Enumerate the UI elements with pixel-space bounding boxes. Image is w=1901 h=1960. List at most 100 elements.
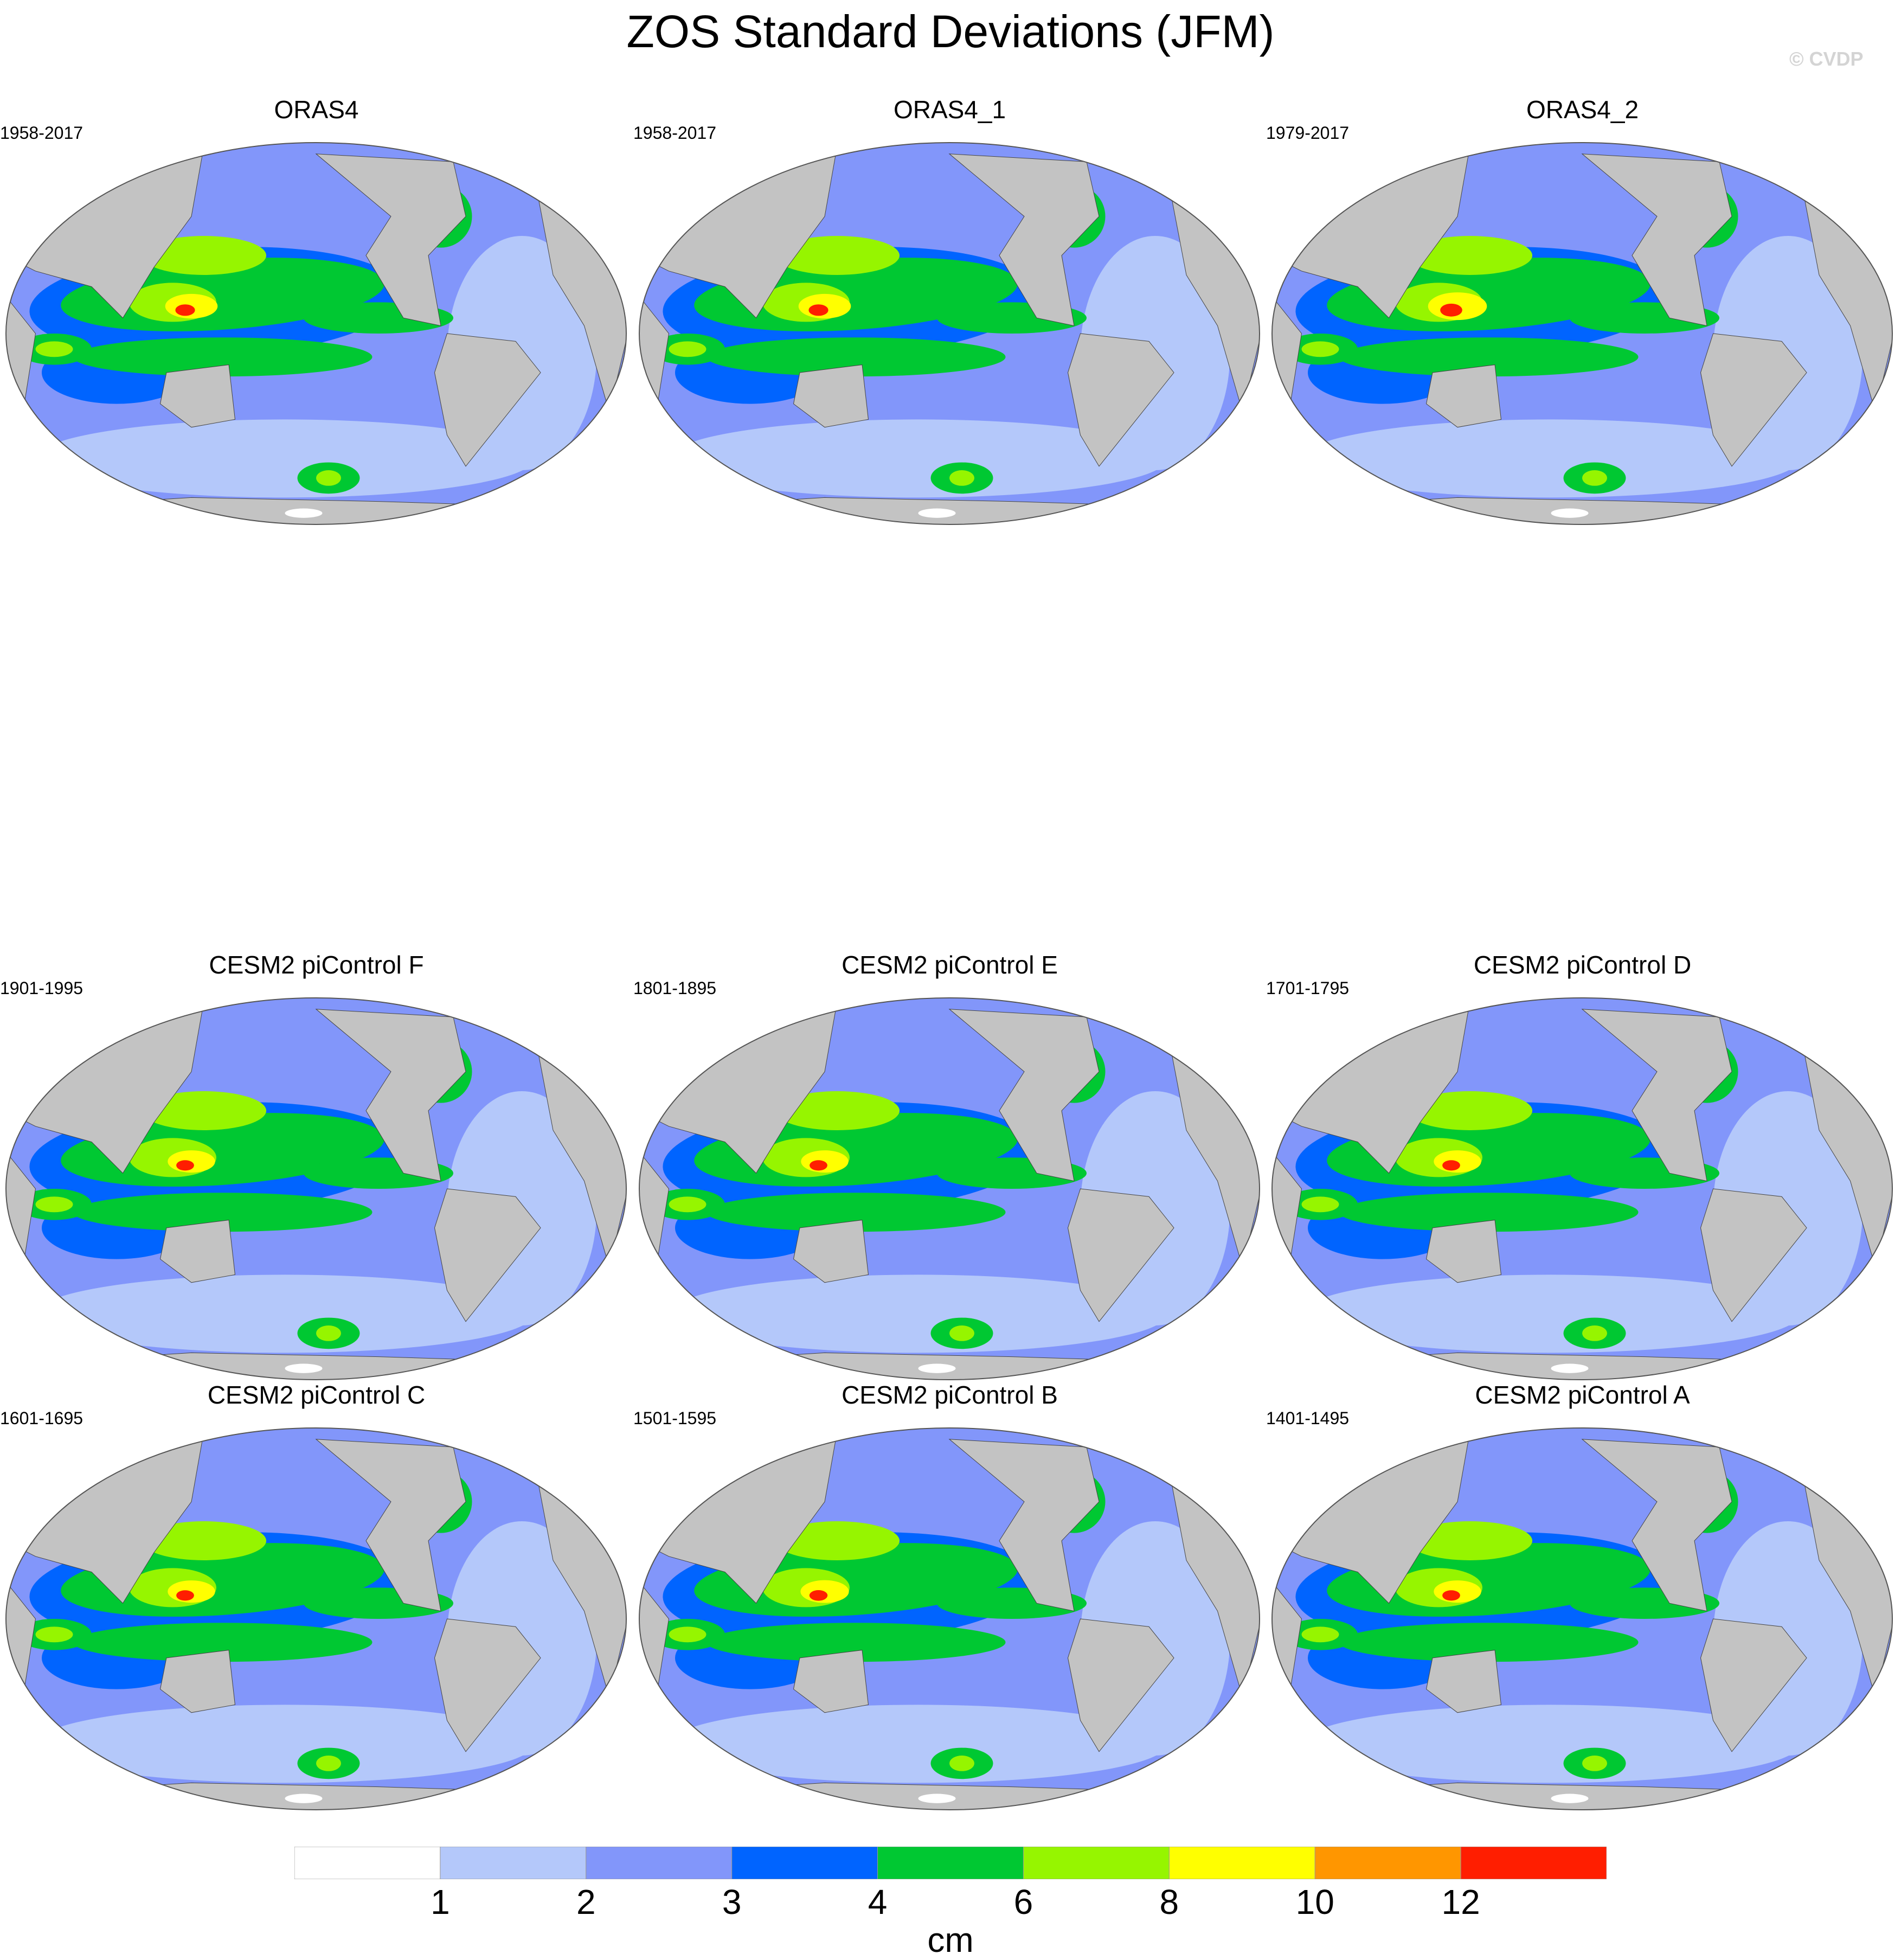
robinson-map	[639, 142, 1260, 525]
robinson-map	[1271, 997, 1893, 1380]
southern-ocean-low	[1301, 1274, 1801, 1353]
variability-contour	[669, 341, 707, 357]
map-panel: ORAS4 1958-2017	[0, 95, 633, 525]
panel-title: ORAS4_1	[893, 95, 1006, 124]
robinson-map	[5, 1427, 627, 1810]
map-field	[639, 143, 1260, 524]
panel-period: 1601-1695	[0, 1408, 84, 1428]
variability-contour	[1408, 1091, 1532, 1130]
variability-contour	[949, 1325, 974, 1341]
variability-contour	[175, 304, 195, 316]
map-panel: CESM2 piControl D 1701-1795	[1266, 950, 1899, 1380]
north-america-landmass	[948, 1439, 1100, 1612]
variability-contour	[35, 1626, 73, 1643]
variability-contour	[1408, 1521, 1532, 1560]
australia-landmass	[793, 364, 869, 428]
colorbar-level-label: 8	[1159, 1882, 1179, 1921]
north-america-landmass	[315, 153, 466, 326]
colorbar-level-label: 6	[1013, 1882, 1033, 1921]
panel-period: 1958-2017	[0, 123, 84, 143]
variability-contour	[775, 236, 900, 275]
robinson-map	[1271, 142, 1893, 525]
variability-contour	[1408, 236, 1532, 275]
variability-contour	[706, 337, 1006, 377]
variability-contour	[1339, 1623, 1639, 1662]
map-field	[6, 143, 626, 524]
variability-contour	[35, 341, 73, 357]
map-panel: ORAS4_1 1958-2017	[633, 95, 1266, 525]
variability-contour	[142, 1091, 266, 1130]
australia-landmass	[793, 1220, 869, 1283]
variability-contour	[1339, 1193, 1639, 1232]
north-america-landmass	[1581, 153, 1732, 326]
colorbar-level-label: 3	[722, 1882, 742, 1921]
variability-contour	[706, 1193, 1006, 1232]
panel-title: CESM2 piControl C	[207, 1381, 426, 1409]
panel-period: 1701-1795	[1266, 978, 1350, 998]
colorbar-units: cm	[927, 1920, 974, 1959]
ice-shelf-missing	[918, 1363, 956, 1373]
colorbar	[294, 1847, 1607, 1879]
north-america-landmass	[315, 1439, 466, 1612]
australia-landmass	[159, 1650, 236, 1713]
colorbar-swatch	[877, 1847, 1024, 1879]
australia-landmass	[1425, 1220, 1502, 1283]
variability-contour	[1440, 303, 1462, 317]
map-panel: CESM2 piControl F 1901-1995	[0, 950, 633, 1380]
variability-contour	[1301, 1196, 1339, 1213]
variability-contour	[1434, 1150, 1481, 1173]
panel-title: CESM2 piControl A	[1475, 1381, 1690, 1409]
southern-ocean-low	[1301, 419, 1801, 498]
map-field	[639, 1428, 1260, 1810]
map-panel: CESM2 piControl C 1601-1695	[0, 1380, 633, 1810]
variability-contour	[706, 1623, 1006, 1662]
variability-contour	[142, 1521, 266, 1560]
panel-title: ORAS4	[274, 95, 359, 124]
south-america-landmass	[434, 1188, 541, 1322]
variability-contour	[316, 1325, 341, 1341]
variability-contour	[176, 1160, 194, 1171]
variability-contour	[809, 1590, 828, 1601]
variability-contour	[801, 1150, 849, 1173]
variability-contour	[1582, 470, 1607, 486]
south-america-landmass	[434, 333, 541, 467]
panel-period: 1801-1895	[633, 978, 717, 998]
south-america-landmass	[1067, 1618, 1174, 1752]
australia-landmass	[793, 1650, 869, 1713]
southern-ocean-low	[669, 1274, 1168, 1353]
variability-contour	[775, 1091, 900, 1130]
south-america-landmass	[1700, 1618, 1807, 1752]
map-panel: ORAS4_2 1979-2017	[1266, 95, 1899, 525]
colorbar-swatch	[586, 1847, 733, 1879]
north-america-landmass	[1581, 1439, 1732, 1612]
ice-shelf-missing	[285, 508, 323, 518]
colorbar-swatch	[1460, 1847, 1607, 1879]
variability-contour	[142, 236, 266, 275]
ice-shelf-missing	[285, 1794, 323, 1803]
north-america-landmass	[948, 153, 1100, 326]
ice-shelf-missing	[1551, 508, 1589, 518]
variability-contour	[669, 1626, 707, 1643]
panel-period: 1501-1595	[633, 1408, 717, 1428]
variability-contour	[1301, 1626, 1339, 1643]
ice-shelf-missing	[1551, 1363, 1589, 1373]
ice-shelf-missing	[918, 1794, 956, 1803]
panel-period: 1979-2017	[1266, 123, 1350, 143]
australia-landmass	[159, 364, 236, 428]
colorbar-level-label: 4	[868, 1882, 888, 1921]
north-america-landmass	[1581, 1009, 1732, 1182]
colorbar-swatch	[1023, 1847, 1170, 1879]
robinson-map	[1271, 1427, 1893, 1810]
ice-shelf-missing	[1551, 1794, 1589, 1803]
colorbar-level-label: 10	[1295, 1882, 1334, 1921]
colorbar-level-label: 12	[1441, 1882, 1480, 1921]
variability-contour	[949, 1756, 974, 1771]
north-america-landmass	[948, 1009, 1100, 1182]
south-america-landmass	[1067, 333, 1174, 467]
robinson-map	[639, 1427, 1260, 1810]
panel-period: 1958-2017	[633, 123, 717, 143]
variability-contour	[73, 337, 373, 377]
ice-shelf-missing	[918, 508, 956, 518]
south-america-landmass	[1700, 1188, 1807, 1322]
panel-title: ORAS4_2	[1526, 95, 1639, 124]
